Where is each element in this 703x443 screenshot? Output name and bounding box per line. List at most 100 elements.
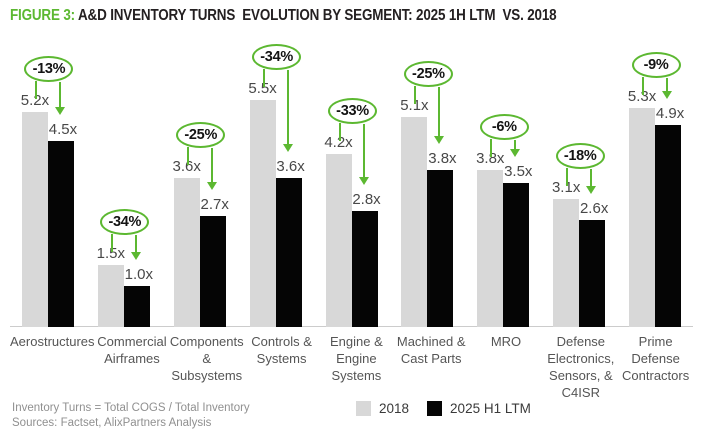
category-label-aerostructures: Aerostructures — [10, 333, 95, 401]
badge-connector-prime-defense-contractors — [642, 77, 645, 96]
change-badge-engine-engine-systems: -33% — [328, 97, 377, 124]
value-2018-mro: 3.8x — [476, 150, 505, 168]
badge-connector-aerostructures — [34, 81, 37, 100]
category-label-line: Commercial — [97, 334, 167, 349]
category-label-line: Defense — [631, 351, 680, 366]
value-2018-machined-cast-parts: 5.1x — [400, 96, 429, 114]
arrow-shaft-commercial-airframes — [134, 235, 137, 253]
arrow-shaft-mro — [514, 140, 517, 150]
bar-chart: 5.2x 4.5x -13% 1.5x 1.0x -34% 3.6x 2.7x -25% 5.5x… — [10, 35, 693, 327]
arrow-shaft-components-subsystems — [210, 148, 213, 183]
category-label-line: Prime — [638, 334, 673, 349]
category-label-machined-cast-parts: Machined & Cast Parts — [394, 333, 469, 401]
value-2018-prime-defense-contractors: 5.3x — [627, 88, 657, 106]
arrow-down-icon-controls-systems — [282, 144, 293, 153]
arrow-down-icon-defense-electronics-sensors-c4isr — [586, 185, 597, 194]
arrow-shaft-engine-engine-systems — [362, 123, 365, 179]
category-label-line: MRO — [490, 334, 522, 349]
legend: 2018 2025 H1 LTM — [356, 401, 549, 416]
category-label-line: Aerostructures — [10, 334, 95, 349]
value-2025-h1-ltm-defense-electronics-sensors-c4isr: 2.6x — [579, 199, 609, 217]
legend-swatch-2025-h1-ltm — [427, 401, 443, 416]
value-2025-h1-ltm-commercial-airframes: 1.0x — [124, 265, 153, 283]
value-2025-h1-ltm-aerostructures: 4.5x — [48, 121, 78, 139]
value-2018-engine-engine-systems: 4.2x — [324, 133, 353, 151]
value-2025-h1-ltm-components-subsystems: 2.7x — [200, 195, 229, 213]
change-badge-mro: -6% — [479, 114, 529, 141]
value-2025-h1-ltm-machined-cast-parts: 3.8x — [428, 150, 457, 168]
bar-2025-h1-ltm-machined-cast-parts — [427, 170, 454, 327]
legend-item-2025-h1-ltm: 2025 H1 LTM — [427, 401, 531, 416]
category-label-line: Systems — [331, 368, 382, 383]
badge-connector-commercial-airframes — [110, 234, 113, 253]
bar-2025-h1-ltm-aerostructures — [47, 141, 74, 327]
legend-swatch-2018 — [356, 401, 371, 416]
arrow-down-icon-prime-defense-contractors — [662, 90, 673, 99]
category-label-line: C4ISR — [561, 385, 600, 400]
category-label-line: Contractors — [622, 368, 690, 383]
bar-2025-h1-ltm-prime-defense-contractors — [655, 124, 682, 327]
badge-connector-components-subsystems — [186, 147, 189, 166]
value-2018-controls-systems: 5.5x — [248, 80, 277, 97]
footnote: Inventory Turns = Total COGS / Total Inv… — [12, 401, 250, 431]
bar-2018-controls-systems — [249, 100, 276, 327]
change-badge-machined-cast-parts: -25% — [403, 60, 453, 87]
bar-2025-h1-ltm-commercial-airframes — [123, 285, 150, 327]
value-2018-components-subsystems: 3.6x — [172, 158, 201, 176]
category-label-line: Sensors, & — [549, 368, 613, 383]
bar-2018-aerostructures — [21, 112, 48, 327]
bar-2018-components-subsystems — [173, 178, 200, 327]
category-label-mro: MRO — [469, 333, 544, 401]
arrow-shaft-machined-cast-parts — [438, 86, 441, 138]
arrow-down-icon-machined-cast-parts — [434, 136, 445, 145]
bar-2025-h1-ltm-components-subsystems — [199, 215, 226, 327]
category-label-line: Engine & — [330, 334, 383, 349]
category-label-line: & — [202, 351, 212, 366]
arrow-shaft-prime-defense-contractors — [666, 78, 669, 92]
category-label-line: Cast Parts — [400, 351, 462, 366]
arrow-down-icon-engine-engine-systems — [358, 177, 369, 186]
category-label-line: Controls & — [251, 334, 312, 349]
value-2025-h1-ltm-controls-systems: 3.6x — [276, 158, 305, 176]
value-2018-aerostructures: 5.2x — [20, 92, 50, 110]
category-label-controls-systems: Controls & Systems — [244, 333, 319, 401]
badge-connector-machined-cast-parts — [414, 85, 417, 104]
legend-item-2018: 2018 — [356, 401, 409, 416]
bar-2025-h1-ltm-controls-systems — [275, 178, 302, 327]
change-badge-components-subsystems: -25% — [176, 122, 226, 149]
legend-label-2025-h1-ltm: 2025 H1 LTM — [450, 401, 531, 416]
change-badge-controls-systems: -34% — [252, 44, 302, 70]
arrow-down-icon-aerostructures — [54, 107, 65, 116]
bar-2025-h1-ltm-mro — [503, 182, 530, 327]
arrow-shaft-controls-systems — [286, 70, 289, 146]
bar-2018-prime-defense-contractors — [629, 108, 656, 327]
value-2025-h1-ltm-mro: 3.5x — [504, 162, 533, 180]
arrow-down-icon-mro — [510, 148, 521, 157]
bar-2018-defense-electronics-sensors-c4isr — [553, 199, 580, 327]
value-2018-commercial-airframes: 1.5x — [96, 245, 125, 263]
value-2025-h1-ltm-prime-defense-contractors: 4.9x — [655, 104, 685, 122]
category-label-line: Machined & — [396, 334, 466, 349]
arrow-shaft-aerostructures — [58, 82, 61, 109]
category-label-commercial-airframes: Commercial Airframes — [95, 333, 170, 401]
footnote-sources: Sources: Factset, AlixPartners Analysis — [12, 417, 212, 429]
bar-2025-h1-ltm-engine-engine-systems — [351, 211, 378, 327]
category-label-line: Systems — [256, 351, 307, 366]
category-label-line: Electronics, — [547, 351, 615, 366]
figure-title: FIGURE 3: A&D INVENTORY TURNS EVOLUTION … — [10, 7, 557, 25]
badge-connector-mro — [490, 139, 493, 158]
change-badge-commercial-airframes: -34% — [100, 209, 150, 236]
change-badge-aerostructures: -13% — [24, 56, 74, 83]
badge-connector-engine-engine-systems — [338, 122, 341, 141]
category-label-defense-electronics-sensors-c4isr: Defense Electronics, Sensors, & C4ISR — [543, 333, 618, 401]
value-2018-defense-electronics-sensors-c4isr: 3.1x — [551, 179, 581, 197]
figure-label: FIGURE 3: — [10, 7, 75, 24]
x-axis-labels: Aerostructures Commercial Airframes Compone… — [10, 333, 693, 401]
category-label-line: Engine — [336, 351, 377, 366]
legend-label-2018: 2018 — [379, 401, 410, 416]
category-label-components-subsystems: Components & Subsystems — [169, 333, 244, 401]
category-label-line: Defense — [556, 334, 606, 349]
arrow-down-icon-commercial-airframes — [130, 251, 141, 260]
bar-2018-engine-engine-systems — [325, 153, 352, 327]
bar-2025-h1-ltm-defense-electronics-sensors-c4isr — [579, 219, 606, 327]
